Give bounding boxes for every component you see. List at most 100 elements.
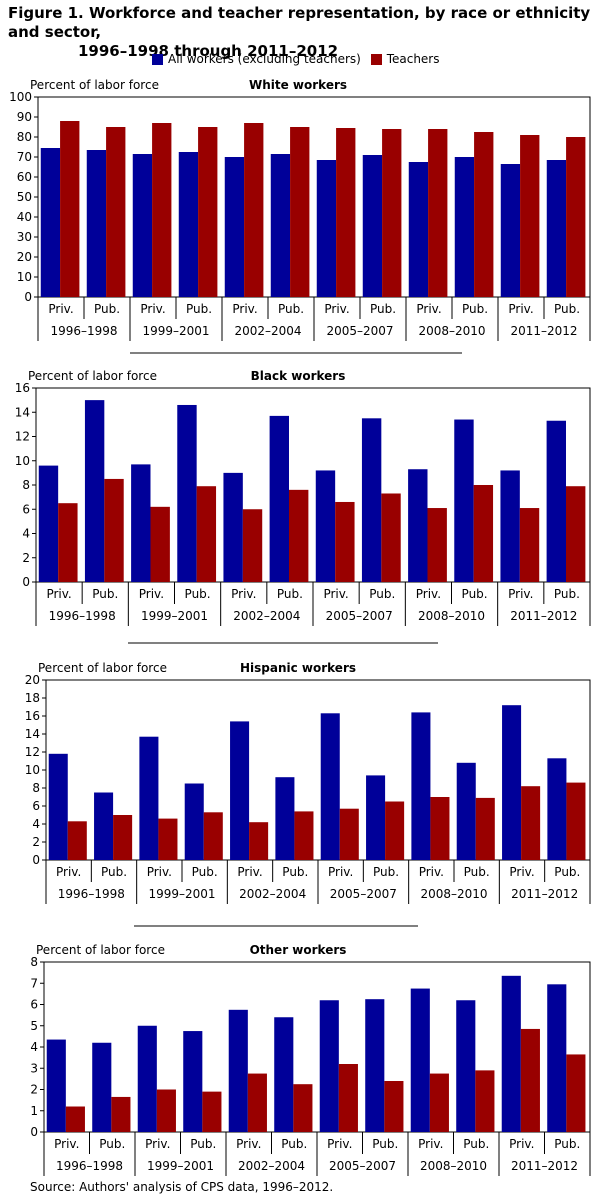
y-tick-label: 2 bbox=[30, 1083, 38, 1097]
bar-all-workers bbox=[184, 783, 204, 860]
bar-all-workers bbox=[316, 160, 337, 297]
bar-all-workers bbox=[408, 162, 429, 297]
y-tick-label: 3 bbox=[30, 1061, 38, 1075]
y-tick-label: 10 bbox=[17, 270, 32, 284]
bar-all-workers bbox=[500, 164, 521, 297]
group-label: 2002–2004 bbox=[239, 887, 306, 901]
category-label: Pub. bbox=[372, 1137, 398, 1151]
group-label: 2005–2007 bbox=[326, 324, 393, 338]
bar-teachers bbox=[430, 797, 450, 860]
y-tick-label: 2 bbox=[32, 835, 40, 849]
bar-teachers bbox=[202, 1091, 222, 1132]
y-tick-label: 10 bbox=[15, 454, 30, 468]
category-label: Priv. bbox=[416, 302, 441, 316]
legend-swatch-all-workers bbox=[152, 53, 163, 65]
bar-teachers bbox=[566, 782, 586, 860]
bar-all-workers bbox=[92, 1042, 112, 1132]
y-tick-label: 0 bbox=[30, 1125, 38, 1139]
legend-label-teachers: Teachers bbox=[386, 52, 440, 66]
category-label: Pub. bbox=[464, 865, 490, 879]
bar-teachers bbox=[520, 1028, 540, 1132]
y-tick-label: 16 bbox=[15, 381, 30, 395]
y-tick-label: 0 bbox=[32, 853, 40, 867]
group-label: 2005–2007 bbox=[329, 1159, 396, 1173]
bar-all-workers bbox=[456, 762, 476, 860]
bar-all-workers bbox=[366, 775, 386, 860]
figure-title-line2: 1996–1998 through 2011–2012 bbox=[78, 42, 339, 60]
figure-title-line1: Figure 1. Workforce and teacher represen… bbox=[8, 4, 591, 41]
bar-teachers bbox=[67, 821, 87, 860]
y-axis-label: Percent of labor force bbox=[36, 943, 165, 957]
category-label: Pub. bbox=[99, 1137, 125, 1151]
group-label: 2005–2007 bbox=[330, 887, 397, 901]
category-label: Pub. bbox=[370, 302, 396, 316]
group-label: 1996–1998 bbox=[58, 887, 125, 901]
category-label: Priv. bbox=[419, 865, 444, 879]
category-label: Pub. bbox=[278, 302, 304, 316]
bar-all-workers bbox=[547, 984, 567, 1132]
category-label: Priv. bbox=[139, 587, 164, 601]
bar-all-workers bbox=[132, 154, 153, 297]
bar-teachers bbox=[58, 503, 78, 582]
category-label: Pub. bbox=[463, 1137, 489, 1151]
bar-teachers bbox=[294, 811, 314, 860]
chart-svg: Percent of labor force Other workers 0 1 2 3 4… bbox=[30, 943, 591, 1176]
group-label: 1996–1998 bbox=[50, 324, 117, 338]
y-tick-label: 12 bbox=[25, 745, 40, 759]
chart-title: White workers bbox=[249, 78, 347, 92]
bar-all-workers bbox=[94, 792, 114, 860]
y-tick-label: 7 bbox=[30, 976, 38, 990]
category-label: Priv. bbox=[508, 587, 533, 601]
y-tick-label: 0 bbox=[22, 575, 30, 589]
y-tick-label: 14 bbox=[25, 727, 40, 741]
y-tick-label: 6 bbox=[32, 799, 40, 813]
chart-title: Hispanic workers bbox=[240, 661, 356, 675]
bar-all-workers bbox=[270, 154, 291, 297]
bar-all-workers bbox=[84, 400, 105, 582]
bar-teachers bbox=[244, 123, 264, 297]
category-label: Priv. bbox=[324, 302, 349, 316]
bar-teachers bbox=[565, 486, 586, 582]
y-tick-label: 0 bbox=[24, 290, 32, 304]
y-tick-label: 10 bbox=[25, 763, 40, 777]
bar-all-workers bbox=[139, 736, 159, 860]
chart-panel-hispanic: Percent of labor force Hispanic workers 0 2… bbox=[0, 656, 607, 934]
group-label: 2008–2010 bbox=[420, 887, 487, 901]
bar-teachers bbox=[106, 127, 126, 297]
bar-all-workers bbox=[46, 1039, 66, 1132]
category-label: Pub. bbox=[277, 587, 303, 601]
bar-teachers bbox=[247, 1073, 267, 1132]
bar-teachers bbox=[152, 123, 172, 297]
group-label: 1996–1998 bbox=[49, 609, 116, 623]
bar-all-workers bbox=[454, 157, 475, 297]
bar-teachers bbox=[293, 1084, 313, 1132]
chart-svg: Percent of labor force Hispanic workers 0 2… bbox=[25, 661, 591, 927]
group-label: 2002–2004 bbox=[233, 609, 300, 623]
bar-teachers bbox=[104, 478, 124, 582]
y-tick-label: 4 bbox=[22, 527, 30, 541]
bar-teachers bbox=[335, 501, 355, 582]
chart-title: Black workers bbox=[251, 369, 346, 383]
bar-all-workers bbox=[230, 721, 250, 860]
category-label: Pub. bbox=[185, 587, 211, 601]
category-label: Pub. bbox=[554, 865, 580, 879]
category-label: Priv. bbox=[328, 865, 353, 879]
bar-all-workers bbox=[315, 470, 336, 582]
category-label: Priv. bbox=[509, 1137, 534, 1151]
bar-all-workers bbox=[410, 988, 430, 1132]
bar-teachers bbox=[428, 129, 448, 297]
category-label: Pub. bbox=[192, 865, 218, 879]
category-label: Priv. bbox=[46, 587, 71, 601]
source-note: Source: Authors' analysis of CPS data, 1… bbox=[30, 1180, 334, 1194]
bar-all-workers bbox=[546, 420, 566, 582]
chart-panel-black: Percent of labor force Black workers 0 2 4 6 8… bbox=[0, 364, 607, 646]
bar-all-workers bbox=[365, 999, 385, 1132]
y-tick-label: 70 bbox=[17, 150, 32, 164]
group-label: 1996–1998 bbox=[56, 1159, 123, 1173]
legend-label-all-workers: All workers (excluding teachers) bbox=[168, 52, 361, 66]
category-label: Pub. bbox=[554, 587, 580, 601]
bar-teachers bbox=[336, 128, 356, 297]
y-tick-label: 80 bbox=[17, 130, 32, 144]
y-tick-label: 18 bbox=[25, 691, 40, 705]
chart-svg: Percent of labor force Black workers 0 2 4 6 8… bbox=[15, 369, 591, 644]
